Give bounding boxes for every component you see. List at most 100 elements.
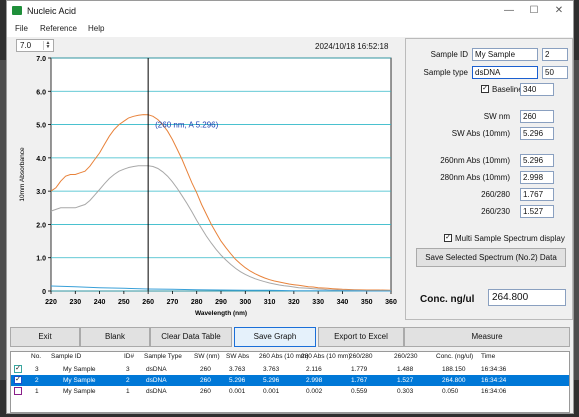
- title-bar: Nucleic Acid — ☐ ✕: [7, 1, 573, 21]
- x-tick-label: 280: [191, 299, 203, 306]
- save-spectrum-button[interactable]: Save Selected Spectrum (No.2) Data: [416, 248, 566, 267]
- export-excel-button[interactable]: Export to Excel: [318, 327, 404, 347]
- sample-type-input[interactable]: dsDNA: [472, 66, 538, 79]
- table-cell: 3.763: [229, 366, 246, 373]
- table-cell: 260: [200, 388, 211, 395]
- column-header[interactable]: 280 Abs (10 mm): [301, 353, 351, 360]
- x-tick-label: 250: [118, 299, 130, 306]
- table-cell: 2: [126, 377, 130, 384]
- column-header[interactable]: 260/230: [394, 353, 418, 360]
- ymax-spinner[interactable]: 7.0 ▲ ▼: [16, 39, 54, 52]
- column-header[interactable]: SW Abs: [226, 353, 250, 360]
- table-cell: dsDNA: [146, 388, 167, 395]
- x-tick-label: 320: [288, 299, 300, 306]
- table-cell: 0.001: [229, 388, 246, 395]
- minimize-button[interactable]: —: [504, 5, 514, 16]
- table-cell: 1: [35, 388, 39, 395]
- table-cell: 2: [35, 377, 39, 384]
- y-tick-label: 6.0: [36, 89, 46, 96]
- blank-button[interactable]: Blank: [80, 327, 150, 347]
- clear-data-table-button[interactable]: Clear Data Table: [150, 327, 232, 347]
- table-cell: dsDNA: [146, 366, 167, 373]
- sample-number-input[interactable]: 2: [542, 48, 568, 61]
- table-cell: 5.296: [229, 377, 246, 384]
- table-cell: 16:34:36: [481, 366, 507, 373]
- table-cell: 0.050: [442, 388, 459, 395]
- table-row[interactable]: ✓ 2 My Sample 2 dsDNA 260 5.296 5.296 2.998 1.767…: [11, 375, 569, 386]
- series-sample-2-line: [50, 114, 392, 291]
- baseline-input[interactable]: 340: [520, 83, 554, 96]
- x-tick-label: 300: [239, 299, 251, 306]
- y-tick-label: 7.0: [36, 56, 46, 63]
- table-cell: 0.559: [351, 388, 368, 395]
- column-header[interactable]: ID#: [124, 353, 135, 360]
- column-header[interactable]: Sample ID: [51, 353, 82, 360]
- menu-help[interactable]: Help: [88, 24, 105, 33]
- x-tick-label: 240: [94, 299, 106, 306]
- y-tick-label: 0: [42, 289, 46, 296]
- x-tick-label: 230: [69, 299, 81, 306]
- a260-label: 260nm Abs (10mm): [440, 156, 510, 165]
- row-checkbox[interactable]: ✓: [14, 365, 22, 373]
- table-cell: My Sample: [63, 388, 96, 395]
- column-header[interactable]: Sample Type: [144, 353, 182, 360]
- x-tick-label: 360: [385, 299, 397, 306]
- sample-id-input[interactable]: My Sample: [472, 48, 538, 61]
- column-header[interactable]: 260/280: [349, 353, 373, 360]
- x-tick-label: 340: [337, 299, 349, 306]
- row-checkbox[interactable]: ✓: [14, 376, 22, 384]
- ratio-260-230-input[interactable]: 1.527: [520, 205, 554, 218]
- table-cell: 1.527: [397, 377, 414, 384]
- table-header: No. Sample ID ID# Sample Type SW (nm) SW Abs 2…: [11, 353, 569, 363]
- menu-reference[interactable]: Reference: [40, 24, 77, 33]
- table-cell: 260: [200, 366, 211, 373]
- table-row[interactable]: ✓ 3 My Sample 3 dsDNA 260 3.763 3.763 2.116 1.779…: [11, 364, 569, 375]
- multi-spectrum-checkbox[interactable]: ✓: [444, 234, 452, 242]
- table-cell: 260: [200, 377, 211, 384]
- concentration-input[interactable]: 264.800: [488, 289, 566, 306]
- y-axis-label: 10mm Absorbance: [19, 147, 26, 202]
- baseline-checkbox[interactable]: ✓: [481, 85, 489, 93]
- sw-abs-input[interactable]: 5.296: [520, 127, 554, 140]
- table-cell: 2.116: [306, 366, 322, 373]
- row-checkbox[interactable]: [14, 387, 22, 395]
- table-cell: 0.001: [263, 388, 280, 395]
- multi-spectrum-label: Multi Sample Spectrum display: [455, 234, 565, 243]
- table-cell: 0.303: [397, 388, 414, 395]
- x-tick-label: 310: [264, 299, 276, 306]
- table-cell: 16:34:24: [481, 377, 507, 384]
- background-column-left: [0, 60, 6, 380]
- spinner-arrows-icon[interactable]: ▲ ▼: [43, 41, 52, 50]
- a260-input[interactable]: 5.296: [520, 154, 554, 167]
- x-tick-label: 220: [45, 299, 57, 306]
- table-cell: 188.150: [442, 366, 466, 373]
- column-header[interactable]: Time: [481, 353, 496, 360]
- table-cell: 3: [35, 366, 39, 373]
- table-cell: My Sample: [63, 366, 96, 373]
- series-sample-3-line: [50, 165, 391, 292]
- save-graph-button[interactable]: Save Graph: [234, 327, 316, 347]
- app-icon: [12, 6, 22, 15]
- sw-nm-input[interactable]: 260: [520, 110, 554, 123]
- maximize-button[interactable]: ☐: [529, 5, 539, 16]
- column-header[interactable]: Conc. (ng/ul): [436, 353, 474, 360]
- window-title: Nucleic Acid: [27, 6, 77, 16]
- ratio-260-280-label: 260/280: [481, 190, 510, 199]
- table-row[interactable]: 1 My Sample 1 dsDNA 260 0.001 0.001 0.002 0.559 0…: [11, 386, 569, 397]
- table-cell: 3.763: [263, 366, 280, 373]
- action-bar: Exit Blank Clear Data Table Save Graph E…: [7, 326, 573, 348]
- plot-area: [50, 57, 392, 292]
- exit-button[interactable]: Exit: [10, 327, 80, 347]
- measure-button[interactable]: Measure: [404, 327, 570, 347]
- column-header[interactable]: 260 Abs (10 mm): [259, 353, 309, 360]
- a280-input[interactable]: 2.998: [520, 171, 554, 184]
- table-cell: 16:34:06: [481, 388, 507, 395]
- ratio-260-280-input[interactable]: 1.767: [520, 188, 554, 201]
- column-header[interactable]: No.: [31, 353, 42, 360]
- menu-file[interactable]: File: [15, 24, 28, 33]
- close-button[interactable]: ✕: [554, 5, 564, 16]
- column-header[interactable]: SW (nm): [194, 353, 220, 360]
- ymax-value: 7.0: [20, 41, 32, 50]
- background-column-right: [574, 60, 579, 380]
- factor-input[interactable]: 50: [542, 66, 568, 79]
